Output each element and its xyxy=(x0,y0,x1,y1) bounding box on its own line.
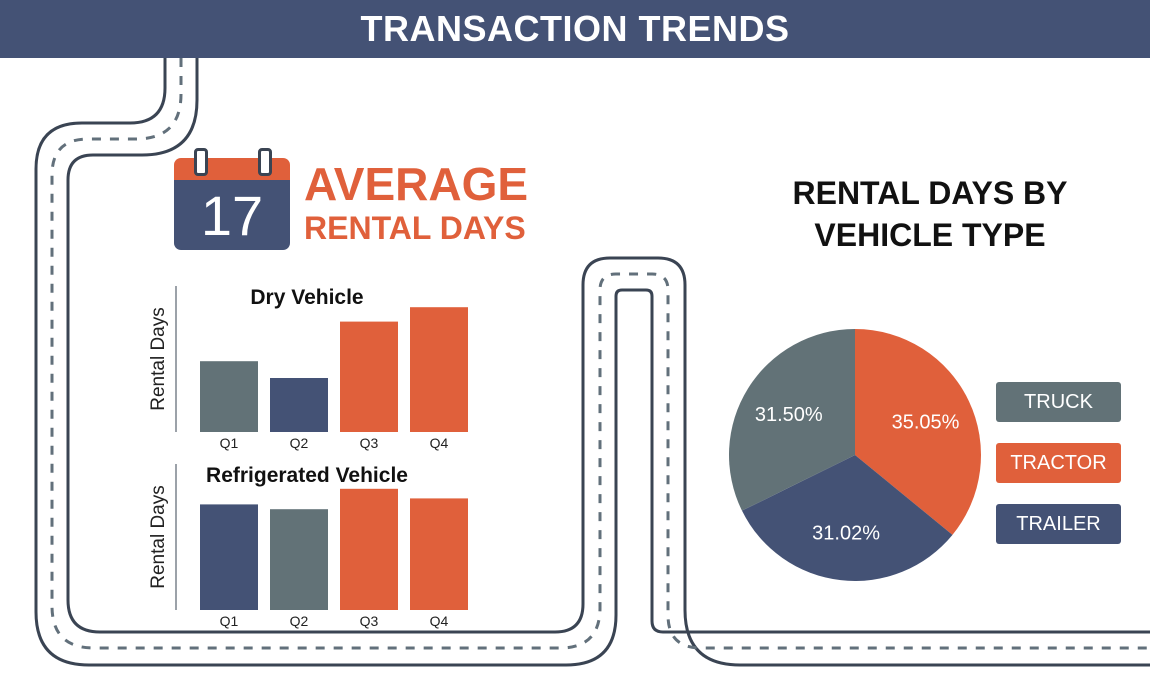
x-tick-label-q4: Q4 xyxy=(430,435,449,451)
bar-q2 xyxy=(270,509,328,610)
x-tick-label-q3: Q3 xyxy=(360,613,379,629)
legend-item-truck: TRUCK xyxy=(996,382,1121,422)
pie-slice-tractor xyxy=(855,329,981,535)
pie-value-label-truck: 31.50% xyxy=(755,404,823,426)
legend-item-trailer: TRAILER xyxy=(996,504,1121,544)
x-tick-label-q3: Q3 xyxy=(360,435,379,451)
x-tick-label-q1: Q1 xyxy=(220,435,239,451)
bar-q1 xyxy=(200,504,258,610)
calendar-ring-icon xyxy=(258,148,272,176)
pie-value-label-trailer: 31.02% xyxy=(812,523,880,545)
y-axis-label: Rental Days xyxy=(148,307,169,411)
y-axis-label: Rental Days xyxy=(148,485,169,589)
x-tick-label-q2: Q2 xyxy=(290,435,309,451)
pie-chart-title: RENTAL DAYS BY VEHICLE TYPE xyxy=(792,175,1068,253)
dry-vehicle-bar-chart: Rental Days Dry Vehicle Q1 Q2 Q3 Q4 xyxy=(148,286,468,451)
bar-q2 xyxy=(270,378,328,432)
x-tick-label-q4: Q4 xyxy=(430,613,449,629)
bar-q3 xyxy=(340,321,398,432)
refrigerated-vehicle-bar-chart: Rental Days Refrigerated Vehicle Q1 Q2 Q3 Q4 xyxy=(148,464,468,629)
road-center-line xyxy=(50,58,1150,650)
bar-chart-title: Dry Vehicle xyxy=(250,286,363,309)
bar-chart-title: Refrigerated Vehicle xyxy=(206,464,408,487)
pie-value-label-tractor: 35.05% xyxy=(892,412,960,434)
calendar-day-number: 17 xyxy=(200,184,264,247)
x-tick-label-q2: Q2 xyxy=(290,613,309,629)
legend-item-tractor: TRACTOR xyxy=(996,443,1121,483)
rental-days-pie-chart: 35.05% 31.02% 31.50% xyxy=(728,329,981,581)
road-outer-edge xyxy=(66,58,1150,667)
bar-q3 xyxy=(340,488,398,610)
bar-q4 xyxy=(410,307,468,432)
pie-slice-trailer xyxy=(741,455,953,581)
bar-q4 xyxy=(410,498,468,610)
bar-q1 xyxy=(200,361,258,432)
average-subtitle: RENTAL DAYS xyxy=(304,210,526,246)
calendar-icon: 17 xyxy=(174,148,290,250)
x-tick-label-q1: Q1 xyxy=(220,613,239,629)
average-title: AVERAGE xyxy=(304,158,529,210)
calendar-ring-icon xyxy=(194,148,208,176)
pie-slice-truck xyxy=(728,329,855,511)
road-inner-edge xyxy=(34,58,1150,667)
page-banner-title: TRANSACTION TRENDS xyxy=(0,0,1150,58)
